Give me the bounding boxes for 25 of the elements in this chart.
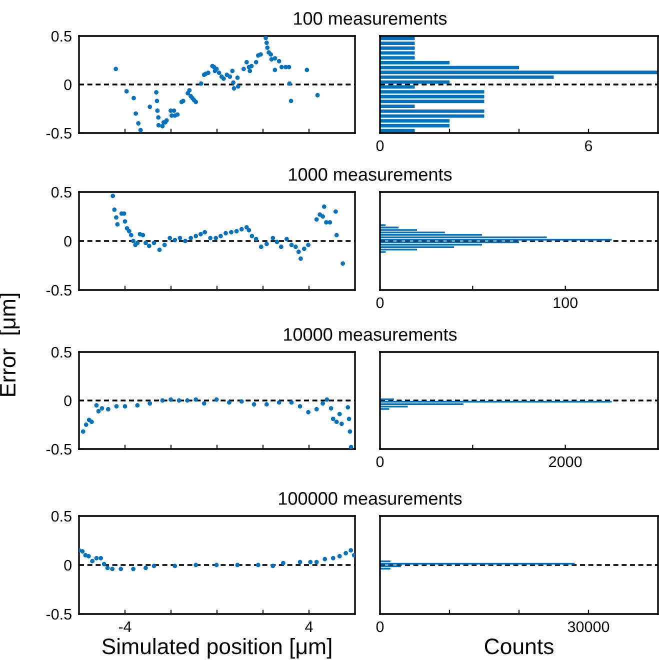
x-tick-label: 0 [376, 621, 384, 632]
y-tick-label: 0.5 [51, 186, 72, 198]
y-tick-label: 0.5 [51, 510, 72, 522]
x-tick-label: 4 [305, 622, 313, 632]
y-tick-label: 0 [64, 79, 72, 90]
x-tick-label: 6 [585, 140, 592, 152]
y-tick-label: -0.5 [46, 608, 72, 620]
x-tick-label: 2000 [549, 456, 582, 468]
x-tick-label: 100 [554, 297, 578, 308]
y-tick-label: 0 [64, 560, 72, 571]
x-axis-title: Counts [484, 638, 554, 654]
chart-title: 1000 measurements [289, 168, 452, 181]
y-tick-label: 0.5 [51, 346, 72, 358]
chart-title: 100000 measurements [279, 492, 462, 505]
chart-title: 10000 measurements [284, 328, 457, 341]
y-tick-label: 0 [64, 395, 72, 406]
x-tick-label: 30000 [568, 621, 610, 632]
y-tick-label: -0.5 [46, 444, 72, 455]
y-tick-label: 0 [64, 236, 72, 247]
y-tick-label: -0.5 [46, 128, 72, 139]
x-tick-label: -4 [118, 622, 132, 632]
chart-title: 100 measurements [294, 12, 447, 25]
y-tick-label: -0.5 [46, 284, 72, 296]
x-axis-title: Simulated position [μm] [102, 638, 332, 659]
y-tick-label: 0.5 [51, 30, 72, 42]
